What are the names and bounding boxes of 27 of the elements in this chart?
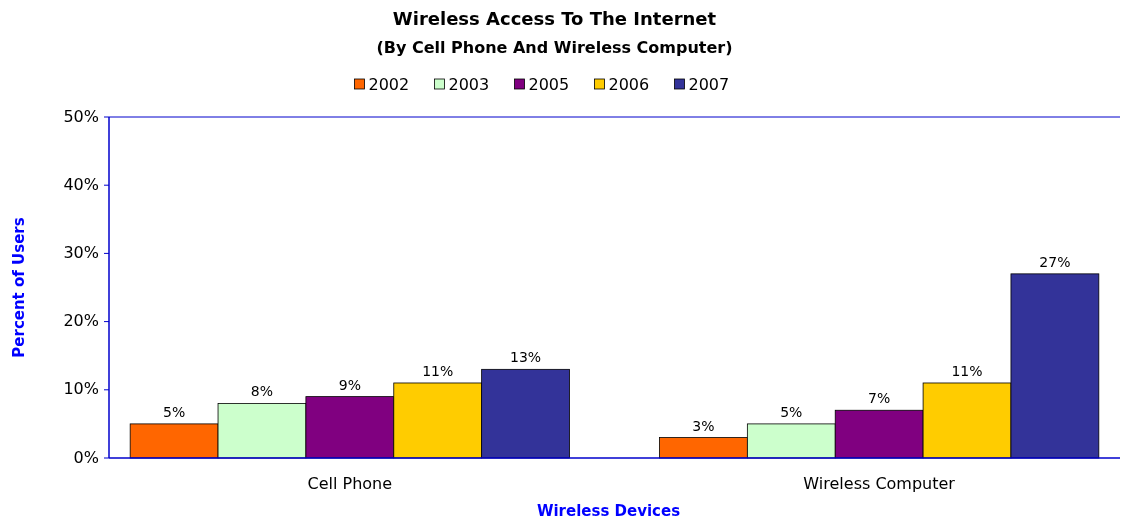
data-label: 9% <box>338 376 361 393</box>
legend-label: 2002 <box>368 74 410 94</box>
data-label: 13% <box>510 349 542 366</box>
chart-subtitle: (By Cell Phone And Wireless Computer) <box>376 38 733 57</box>
data-label: 11% <box>422 362 454 379</box>
data-label: 5% <box>163 403 186 420</box>
x-tick-label: Wireless Computer <box>803 474 956 493</box>
x-tick-label: Cell Phone <box>307 474 393 493</box>
y-tick-label: 50% <box>63 106 99 126</box>
data-label: 11% <box>951 362 983 379</box>
data-label: 27% <box>1039 253 1071 270</box>
data-label: 7% <box>868 390 891 407</box>
legend-label: 2006 <box>608 74 650 94</box>
y-axis-title: Percent of Users <box>10 217 28 358</box>
x-axis-title: Wireless Devices <box>536 502 681 518</box>
legend-label: 2007 <box>688 74 730 94</box>
data-label: 5% <box>780 403 803 420</box>
y-tick-label: 0% <box>73 447 99 467</box>
y-tick-label: 10% <box>63 379 99 399</box>
y-tick-label: 20% <box>63 311 99 331</box>
chart-title: Wireless Access To The Internet <box>392 8 717 29</box>
y-tick-label: 40% <box>63 174 99 194</box>
data-label: 3% <box>692 417 715 434</box>
legend-label: 2003 <box>448 74 490 94</box>
data-label: 8% <box>250 383 274 400</box>
y-tick-label: 30% <box>63 242 99 262</box>
legend-label: 2005 <box>528 74 570 94</box>
